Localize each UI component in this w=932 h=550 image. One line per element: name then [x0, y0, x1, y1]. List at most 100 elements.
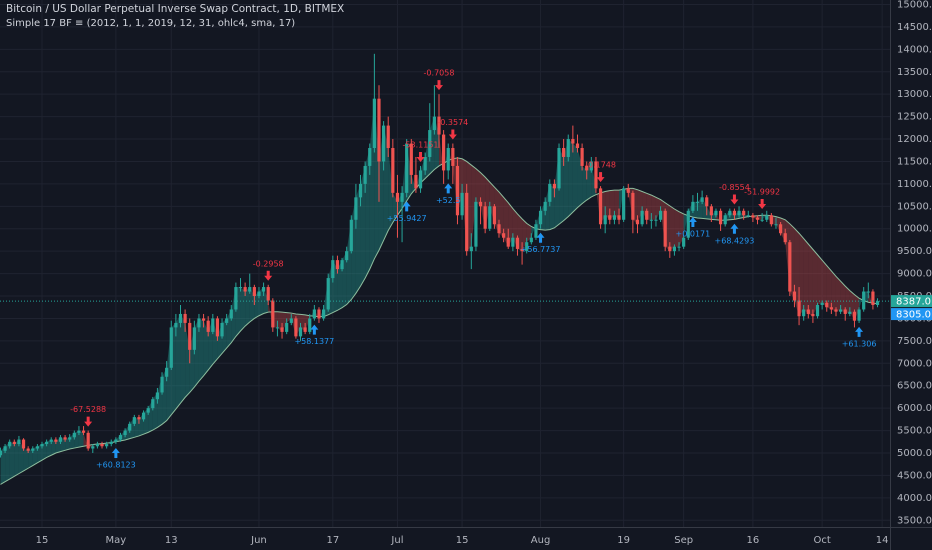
candle-body	[446, 148, 450, 171]
candle-body	[298, 327, 303, 337]
signal-arrow	[730, 223, 739, 234]
signal-arrow	[416, 151, 425, 162]
candle-body	[211, 318, 215, 332]
candle-body	[857, 309, 861, 321]
candle-body	[548, 183, 552, 202]
band-segment	[808, 243, 813, 317]
band-segment	[5, 441, 10, 482]
candle-body	[649, 219, 653, 221]
signal-arrow	[855, 326, 864, 337]
candle-body	[839, 309, 843, 312]
signal-label: -0.3574	[437, 118, 468, 127]
price-label: 8387.0	[896, 297, 931, 308]
candle-body	[848, 311, 852, 314]
band-segment	[337, 260, 343, 311]
candle-body	[368, 148, 372, 166]
candle-body	[377, 98, 381, 162]
band-segment	[309, 309, 315, 319]
candle-body	[165, 367, 169, 377]
band-segment	[563, 139, 569, 221]
candle-body	[732, 210, 737, 216]
y-tick-label: 10500.0	[897, 201, 932, 212]
band-segment	[826, 265, 832, 310]
y-tick-label: 12000.0	[897, 134, 932, 145]
band-segment	[282, 312, 287, 332]
band-segment	[568, 139, 573, 217]
candle-body	[691, 201, 695, 211]
candle-body	[871, 291, 875, 305]
candle-body	[575, 143, 580, 149]
grid	[0, 0, 890, 527]
candle-body	[658, 210, 663, 220]
y-tick-label: 14500.0	[897, 22, 932, 33]
signal-label: +55.9427	[387, 214, 427, 223]
candle-body	[137, 417, 141, 420]
sma-line	[0, 157, 878, 485]
band-segment	[32, 446, 38, 466]
signal-label: -0.8554	[719, 183, 750, 192]
candle-body	[215, 318, 220, 337]
candle-body	[178, 313, 183, 323]
band-segment	[240, 287, 246, 332]
candle-body	[802, 309, 806, 317]
candle-body	[372, 98, 376, 149]
y-tick-label: 11000.0	[897, 179, 932, 190]
candle-body	[252, 287, 256, 297]
candle-body	[160, 376, 164, 393]
candle-body	[35, 446, 39, 449]
candle-body	[17, 439, 21, 445]
candle-body	[105, 444, 109, 447]
x-tick-label: 15	[456, 535, 469, 546]
band-segment	[475, 168, 481, 207]
candle-body	[465, 192, 469, 252]
y-tick-label: 10000.0	[897, 224, 932, 235]
candle-body	[497, 224, 501, 234]
candle-body	[54, 439, 58, 442]
candle-body	[423, 156, 427, 171]
signal-arrow	[444, 183, 453, 194]
candle-body	[308, 318, 312, 332]
band-segment	[840, 281, 846, 314]
signal-arrow	[536, 232, 545, 243]
candle-body	[695, 201, 700, 203]
signal-arrow	[688, 217, 697, 228]
y-tick-label: 11500.0	[897, 156, 932, 167]
candle-body	[866, 291, 870, 293]
candle-body	[755, 217, 760, 220]
candle-body	[797, 300, 801, 317]
band-segment	[175, 313, 181, 410]
candle-body	[788, 242, 792, 292]
signal-label: -67.5288	[70, 405, 106, 414]
candle-body	[862, 291, 866, 310]
candle-body	[183, 313, 187, 323]
band-segment	[14, 439, 19, 477]
candle-body	[141, 412, 146, 420]
candle-body	[335, 260, 340, 270]
candle-body	[188, 322, 192, 350]
candle-body	[672, 246, 677, 252]
band-segment	[531, 224, 536, 238]
candle-body	[543, 201, 547, 211]
candle-body	[275, 327, 280, 329]
candle-body	[248, 287, 252, 292]
signal-label: +60.8123	[96, 461, 136, 470]
signal-arrow	[402, 201, 411, 212]
candle-body	[77, 430, 81, 433]
candle-body	[562, 148, 566, 157]
y-tick-label: 5000.0	[897, 448, 932, 459]
candle-body	[395, 192, 400, 202]
candle-body	[229, 309, 233, 319]
band-segment	[245, 287, 250, 327]
y-tick-label: 6000.0	[897, 403, 932, 414]
candle-body	[460, 192, 464, 216]
candle-body	[201, 318, 206, 321]
y-tick-label: 14000.0	[897, 44, 932, 55]
candle-body	[506, 237, 510, 247]
candle-body	[769, 215, 773, 225]
x-tick-label: Jun	[250, 535, 267, 546]
band-segment	[185, 322, 190, 398]
band-segment	[822, 260, 827, 308]
price-label-box	[891, 295, 932, 308]
